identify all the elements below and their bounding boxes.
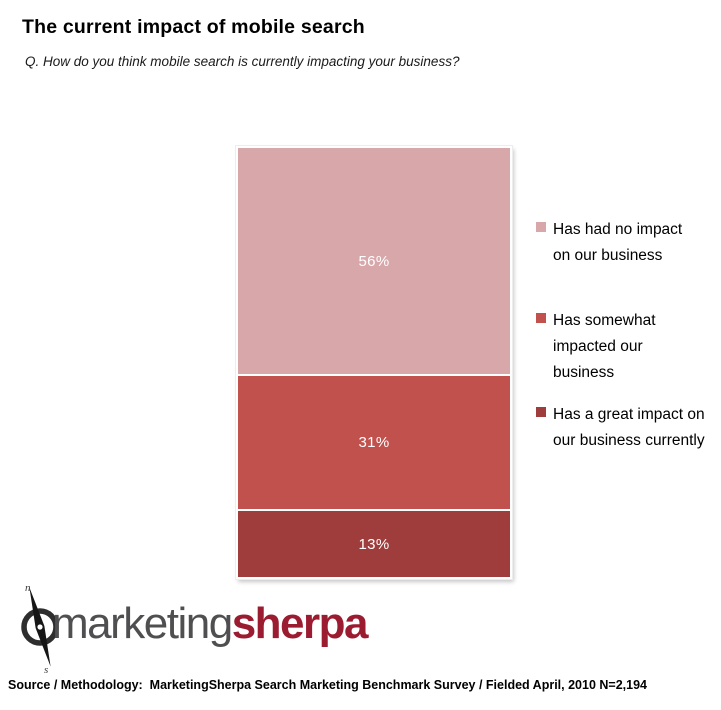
chart-subtitle: Q. How do you think mobile search is cur… [25,54,460,69]
legend-item-3: Has a great impact on our business curre… [536,402,718,454]
compass-icon: n s [21,582,59,675]
chart-title: The current impact of mobile search [22,16,365,38]
legend-item-2: Has somewhat impacted our business [536,308,718,386]
legend-label: Has a great impact on our business curre… [553,406,705,449]
legend-label: Has somewhat impacted our business [553,312,656,381]
bar-segment-1: 56% [238,148,510,375]
legend-swatch-icon [536,313,546,323]
legend-swatch-icon [536,222,546,232]
source-methodology-text: Source / Methodology: MarketingSherpa Se… [8,678,647,692]
logo-text-sherpa: sherpa [231,599,369,648]
value-label-3: 13% [358,535,390,553]
value-label-2: 31% [358,434,390,452]
logo-text-marketing: marketing [52,599,233,648]
value-label-1: 56% [358,252,390,270]
svg-text:s: s [44,664,48,675]
stacked-bar: 56% 31% 13% [236,146,512,579]
bar-segment-3: 13% [238,511,510,577]
bar-segment-2: 31% [238,376,510,510]
legend-swatch-icon [536,407,546,417]
legend-label: Has had no impact on our business [553,221,683,264]
logo-wordmark: marketingsherpa [52,599,369,648]
legend-item-1: Has had no impact on our business [536,217,718,269]
chart-legend: Has had no impact on our business Has som… [536,217,718,454]
svg-text:n: n [25,582,31,594]
